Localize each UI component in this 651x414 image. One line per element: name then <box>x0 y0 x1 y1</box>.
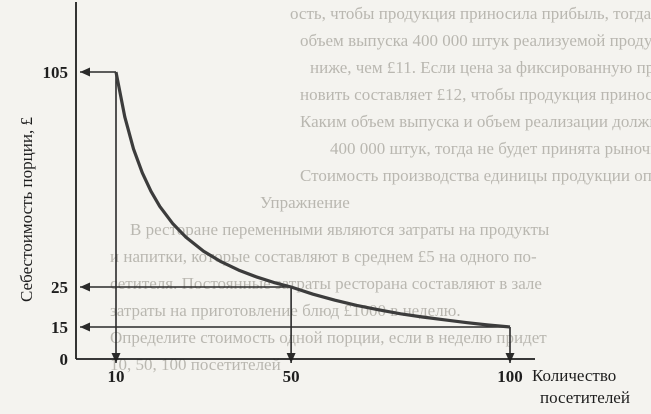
background-text-line: Определите стоимость одной порции, если … <box>110 328 547 347</box>
y-axis-title: Себестоимость порции, £ <box>17 117 36 302</box>
guide-point-3-horizontal-arrow <box>80 322 510 332</box>
background-text-line: 400 000 штук, тогда не будет принята рын… <box>330 139 651 158</box>
x-tick-label: 100 <box>497 367 523 386</box>
x-axis-title-line: посетителей <box>540 388 630 407</box>
y-tick-label: 15 <box>51 318 68 337</box>
background-text-line: ость, чтобы продукция приносила прибыль,… <box>290 4 651 23</box>
x-tick-label: 50 <box>283 367 300 386</box>
guide-point-3-vertical-arrow-head <box>505 353 515 363</box>
background-text-line: Каким объем выпуска и объем реализации д… <box>300 112 651 131</box>
axes <box>75 2 535 360</box>
x-axis-title: Количество посетителей <box>532 366 630 407</box>
background-text-line: и напитки, которые составляют в среднем … <box>110 247 537 266</box>
y-tick-labels: 0 15 25 105 <box>43 63 69 369</box>
guide-point-2-vertical-arrow <box>286 287 296 363</box>
guide-point-1-horizontal-arrow-head <box>80 67 90 77</box>
guide-point-2-vertical-arrow-head <box>286 353 296 363</box>
background-text-line: новить составляет £12, чтобы продукция п… <box>300 85 651 104</box>
y-tick-label: 25 <box>51 278 68 297</box>
x-tick-labels: 10 50 100 <box>108 367 523 386</box>
y-tick-label: 0 <box>60 350 69 369</box>
background-text-line: объем выпуска 400 000 штук реализуемой п… <box>300 31 651 50</box>
background-text-line: Стоимость производства единицы продукции… <box>300 166 651 185</box>
guide-point-1-horizontal-arrow <box>80 67 116 77</box>
guide-point-1-vertical-arrow-head <box>111 353 121 363</box>
cost-curve <box>114 71 511 329</box>
y-tick-label: 105 <box>43 63 69 82</box>
guide-point-2-horizontal-arrow-head <box>80 282 90 292</box>
x-tick-label: 10 <box>108 367 125 386</box>
guide-lines <box>80 67 515 363</box>
background-text-line: Упражнение <box>260 193 350 212</box>
x-axis-title-line: Количество <box>532 366 616 385</box>
guide-point-1-vertical-arrow <box>111 72 121 363</box>
background-text-line: ниже, чем £11. Если цена за фиксированну… <box>310 58 651 77</box>
guide-point-3-vertical-arrow <box>505 327 515 363</box>
guide-point-3-horizontal-arrow-head <box>80 322 90 332</box>
guide-point-2-horizontal-arrow <box>80 282 292 292</box>
cost-curve-layer <box>114 71 511 329</box>
background-text-line: В ресторане переменными являются затраты… <box>130 220 550 239</box>
background-text-line: сетителя. Постоянные затраты ресторана с… <box>110 274 542 293</box>
